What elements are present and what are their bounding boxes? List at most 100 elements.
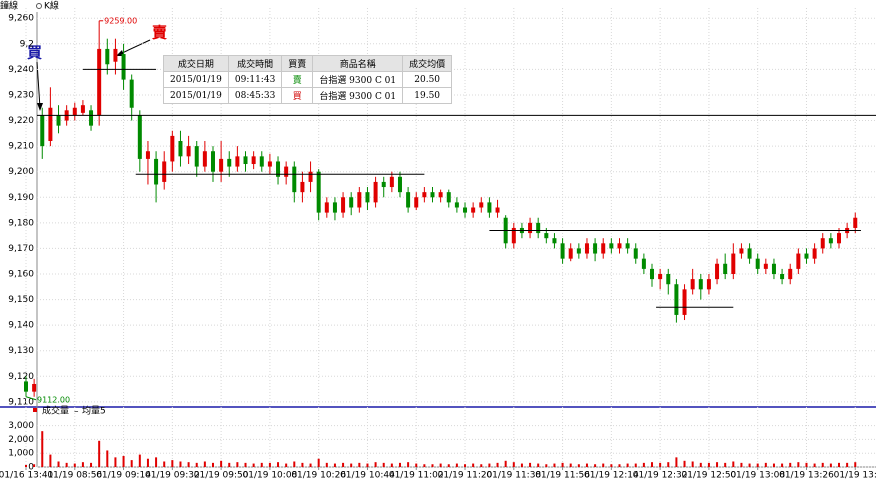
candle-body — [210, 151, 215, 172]
candle-body — [154, 158, 159, 185]
kline-label[interactable]: K線 — [44, 0, 59, 12]
volume-bar — [829, 463, 832, 467]
candle-body — [788, 268, 793, 280]
candle-body — [129, 79, 134, 108]
volume-bar — [57, 461, 60, 467]
volume-bar — [407, 462, 410, 467]
volume-bar — [683, 460, 686, 467]
candle-body — [267, 161, 272, 167]
volume-bar — [707, 462, 710, 467]
y-tick-label: 9,2 — [20, 39, 34, 49]
candle-body — [292, 166, 297, 193]
candle-body — [381, 181, 386, 188]
gear-icon[interactable] — [36, 3, 42, 9]
candle-body — [771, 263, 776, 274]
candle-body — [723, 263, 728, 274]
candle-body — [837, 233, 841, 244]
candle-body — [243, 156, 248, 165]
candle-body — [804, 253, 809, 259]
candle-body — [324, 202, 329, 213]
volume-bar — [293, 461, 296, 467]
x-tick-label: 01/19 10:26 — [291, 471, 346, 481]
volume-bar — [285, 463, 288, 467]
x-tick-label: 01/16 13:41 — [0, 471, 53, 481]
low-label: 9112.00 — [37, 395, 70, 404]
candle-body — [227, 158, 232, 167]
candle-body — [739, 248, 744, 254]
candle-body — [495, 207, 500, 213]
volume-bar — [146, 458, 149, 467]
volume-bar — [512, 462, 515, 467]
y-tick-label: 9,140 — [8, 321, 34, 331]
candle-body — [560, 243, 565, 259]
candle-body — [666, 274, 671, 285]
candle-body — [365, 192, 370, 203]
candle-body — [690, 279, 695, 290]
volume-bar — [358, 462, 361, 467]
volume-bar — [203, 461, 206, 467]
candle-body — [332, 202, 337, 213]
candle-body — [601, 243, 606, 254]
candle-body — [487, 202, 492, 213]
volume-bar — [187, 462, 190, 467]
volume-bar — [130, 460, 133, 467]
candle-body — [32, 383, 37, 392]
volume-bar — [390, 463, 393, 467]
volume-bar — [179, 461, 182, 467]
candle-body — [276, 161, 281, 177]
candle-body — [406, 192, 411, 208]
candle-body — [471, 207, 476, 213]
cell: 20.50 — [402, 71, 453, 88]
x-tick-label: 01/19 08:56 — [47, 471, 102, 481]
volume-bar — [618, 464, 621, 467]
cell: 賣 — [281, 71, 314, 88]
volume-bar — [98, 440, 101, 467]
volume-bar — [374, 462, 377, 467]
volume-bar — [33, 464, 36, 467]
volume-bar — [602, 463, 605, 467]
candle-body — [105, 48, 110, 65]
candle-body — [763, 263, 768, 269]
y-tick-label: 9,200 — [8, 167, 34, 177]
volume-bar — [114, 457, 117, 467]
volume-bar — [659, 462, 662, 467]
volume-bar — [171, 460, 174, 467]
volume-bar — [821, 462, 824, 467]
volume-bar — [667, 462, 670, 467]
candle-body — [528, 222, 533, 234]
x-tick-label: 01/19 11:38 — [486, 471, 541, 481]
header-cell: 成交時間 — [227, 55, 283, 72]
volume-bar — [740, 462, 743, 467]
candle-body — [828, 238, 833, 244]
candle-body — [625, 243, 630, 249]
volume-bar — [772, 463, 775, 467]
volume-bar — [569, 463, 572, 467]
x-tick-label: 01/19 10:44 — [340, 471, 395, 481]
cell: 2015/01/19 — [163, 71, 229, 88]
candle-body — [454, 202, 459, 208]
volume-bar — [155, 457, 158, 467]
x-tick-label: 01/19 13:26 — [779, 471, 834, 481]
volume-bar — [301, 462, 304, 467]
trade-row[interactable]: 2015/01/19 09:11:43 賣 台指選 9300 C 01 20.5… — [163, 71, 453, 88]
volume-bar — [447, 464, 450, 467]
volume-bar — [610, 464, 613, 467]
volume-bar — [594, 464, 597, 467]
y-tick-label: 9,120 — [8, 372, 34, 382]
x-tick-label: 01/19 09:32 — [145, 471, 200, 481]
candle-body — [373, 181, 378, 203]
candle-body — [715, 263, 720, 280]
candle-body — [682, 289, 687, 315]
candle-body — [698, 279, 703, 290]
candle-body — [633, 248, 638, 259]
candle-body — [300, 181, 305, 193]
trade-row[interactable]: 2015/01/19 08:45:33 買 台指選 9300 C 01 19.5… — [163, 87, 453, 104]
volume-bar — [439, 463, 442, 467]
candle-body — [251, 156, 256, 165]
volume-bar — [195, 462, 198, 467]
candle-body — [357, 192, 362, 208]
header-cell: 成交日期 — [163, 55, 229, 72]
y-tick-label: 9,210 — [8, 142, 34, 152]
volume-bar — [260, 462, 263, 467]
